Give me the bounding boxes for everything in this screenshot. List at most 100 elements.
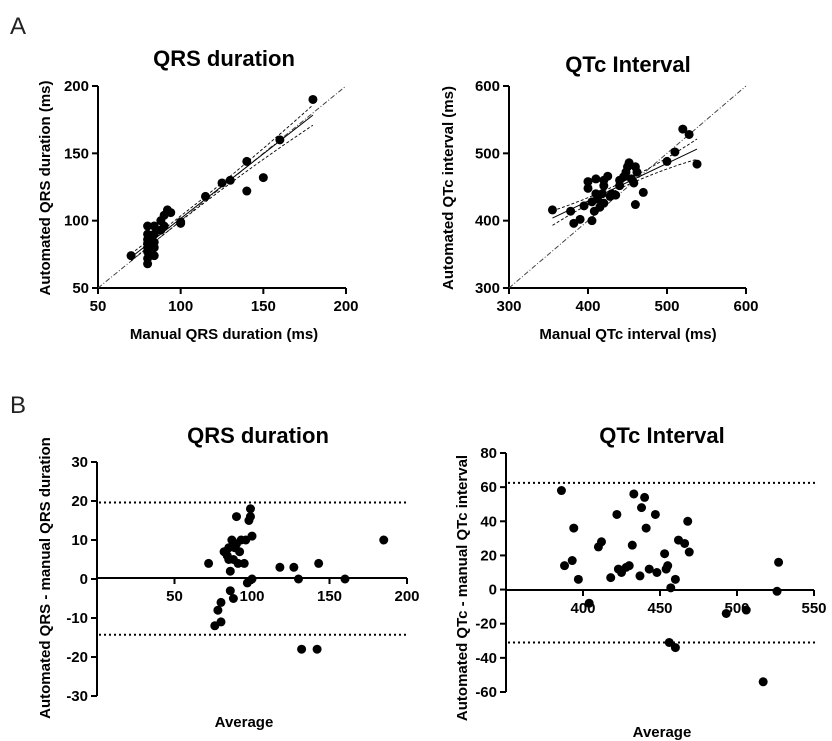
x-tick-label: 100 [168,298,193,315]
data-point [591,174,600,183]
y-tick-label: -10 [66,610,88,627]
data-point [645,565,654,574]
x-tick-label: 400 [575,298,600,315]
data-point [248,532,257,541]
y-axis-title: Automated QTc interval (ms) [440,86,457,290]
data-point [226,586,235,595]
data-point [685,130,694,139]
data-point [235,547,244,556]
data-point [314,559,323,568]
y-tick-label: -20 [475,616,497,633]
data-point [150,238,159,247]
data-point [625,561,634,570]
data-point [587,216,596,225]
data-point [628,541,637,550]
data-point [632,168,641,177]
data-point [663,561,672,570]
data-point [651,510,660,519]
y-axis-title: Automated QTc - manual QTc interval [454,455,471,721]
data-point [226,567,235,576]
x-tick-label: 500 [654,298,679,315]
x-tick-label: 50 [166,588,183,605]
qtc-bland-altman-chart: QTc Interval Average Automated QTc - man… [454,423,827,741]
data-point [680,539,689,548]
data-point [232,512,241,521]
x-tick-label: 600 [733,298,758,315]
data-point [652,568,661,577]
data-point [275,563,284,572]
x-tick-label: 550 [801,600,826,617]
y-tick-label: 600 [475,78,500,95]
y-tick-label: 500 [475,145,500,162]
x-tick-label: 100 [239,588,264,605]
data-point [308,95,317,104]
data-point [226,176,235,185]
data-point [259,173,268,182]
y-tick-label: -60 [475,684,497,701]
qrs-bland-altman-chart: QRS duration Average Automated QRS - man… [37,423,420,731]
identity-line [509,86,746,288]
data-point [693,160,702,169]
data-point [548,205,557,214]
data-point [612,510,621,519]
data-point [742,606,751,615]
y-tick-label: 20 [71,493,88,510]
x-tick-label: 50 [90,298,107,315]
y-tick-label: 40 [480,513,497,530]
y-tick-label: 150 [64,145,89,162]
y-tick-label: -40 [475,650,497,667]
y-tick-label: 0 [80,571,88,588]
data-point [598,189,607,198]
data-point [569,524,578,533]
data-point [629,178,638,187]
data-point [671,575,680,584]
data-point [379,536,388,545]
y-tick-label: 80 [480,445,497,462]
data-point [217,598,226,607]
data-point [568,556,577,565]
y-tick-label: 60 [480,479,497,496]
data-point [631,200,640,209]
data-point [213,606,222,615]
y-tick-label: 0 [489,582,497,599]
data-point [759,677,768,686]
panel-label-b: B [10,392,26,419]
chart-title: QRS duration [187,423,329,448]
y-tick-label: 10 [71,532,88,549]
data-point [603,172,612,181]
data-point [248,575,257,584]
data-point [576,215,585,224]
data-point [201,192,210,201]
chart-title: QTc Interval [565,52,691,77]
y-tick-label: 200 [64,78,89,95]
data-point [240,559,249,568]
data-point [683,517,692,526]
data-point [218,178,227,187]
data-point [640,493,649,502]
data-point [557,486,566,495]
qrs-scatter-chart: QRS duration Manual QRS duration (ms) Au… [37,46,359,343]
data-point [150,251,159,260]
x-axis-title: Manual QRS duration (ms) [130,326,318,343]
data-point [580,201,589,210]
data-point [229,594,238,603]
data-point [275,135,284,144]
y-tick-label: -30 [66,688,88,705]
data-point [297,645,306,654]
data-point [773,587,782,596]
data-point [660,549,669,558]
regression-line [552,149,697,218]
x-axis-title: Average [633,724,692,741]
qtc-scatter-chart: QTc Interval Manual QTc interval (ms) Au… [440,52,759,343]
data-point [774,558,783,567]
data-point [637,503,646,512]
data-point [599,199,608,208]
data-point [176,219,185,228]
data-point [127,251,136,260]
data-point [242,187,251,196]
y-tick-label: -20 [66,649,88,666]
data-point [574,575,583,584]
data-point [663,157,672,166]
x-tick-label: 200 [333,298,358,315]
data-point [204,559,213,568]
